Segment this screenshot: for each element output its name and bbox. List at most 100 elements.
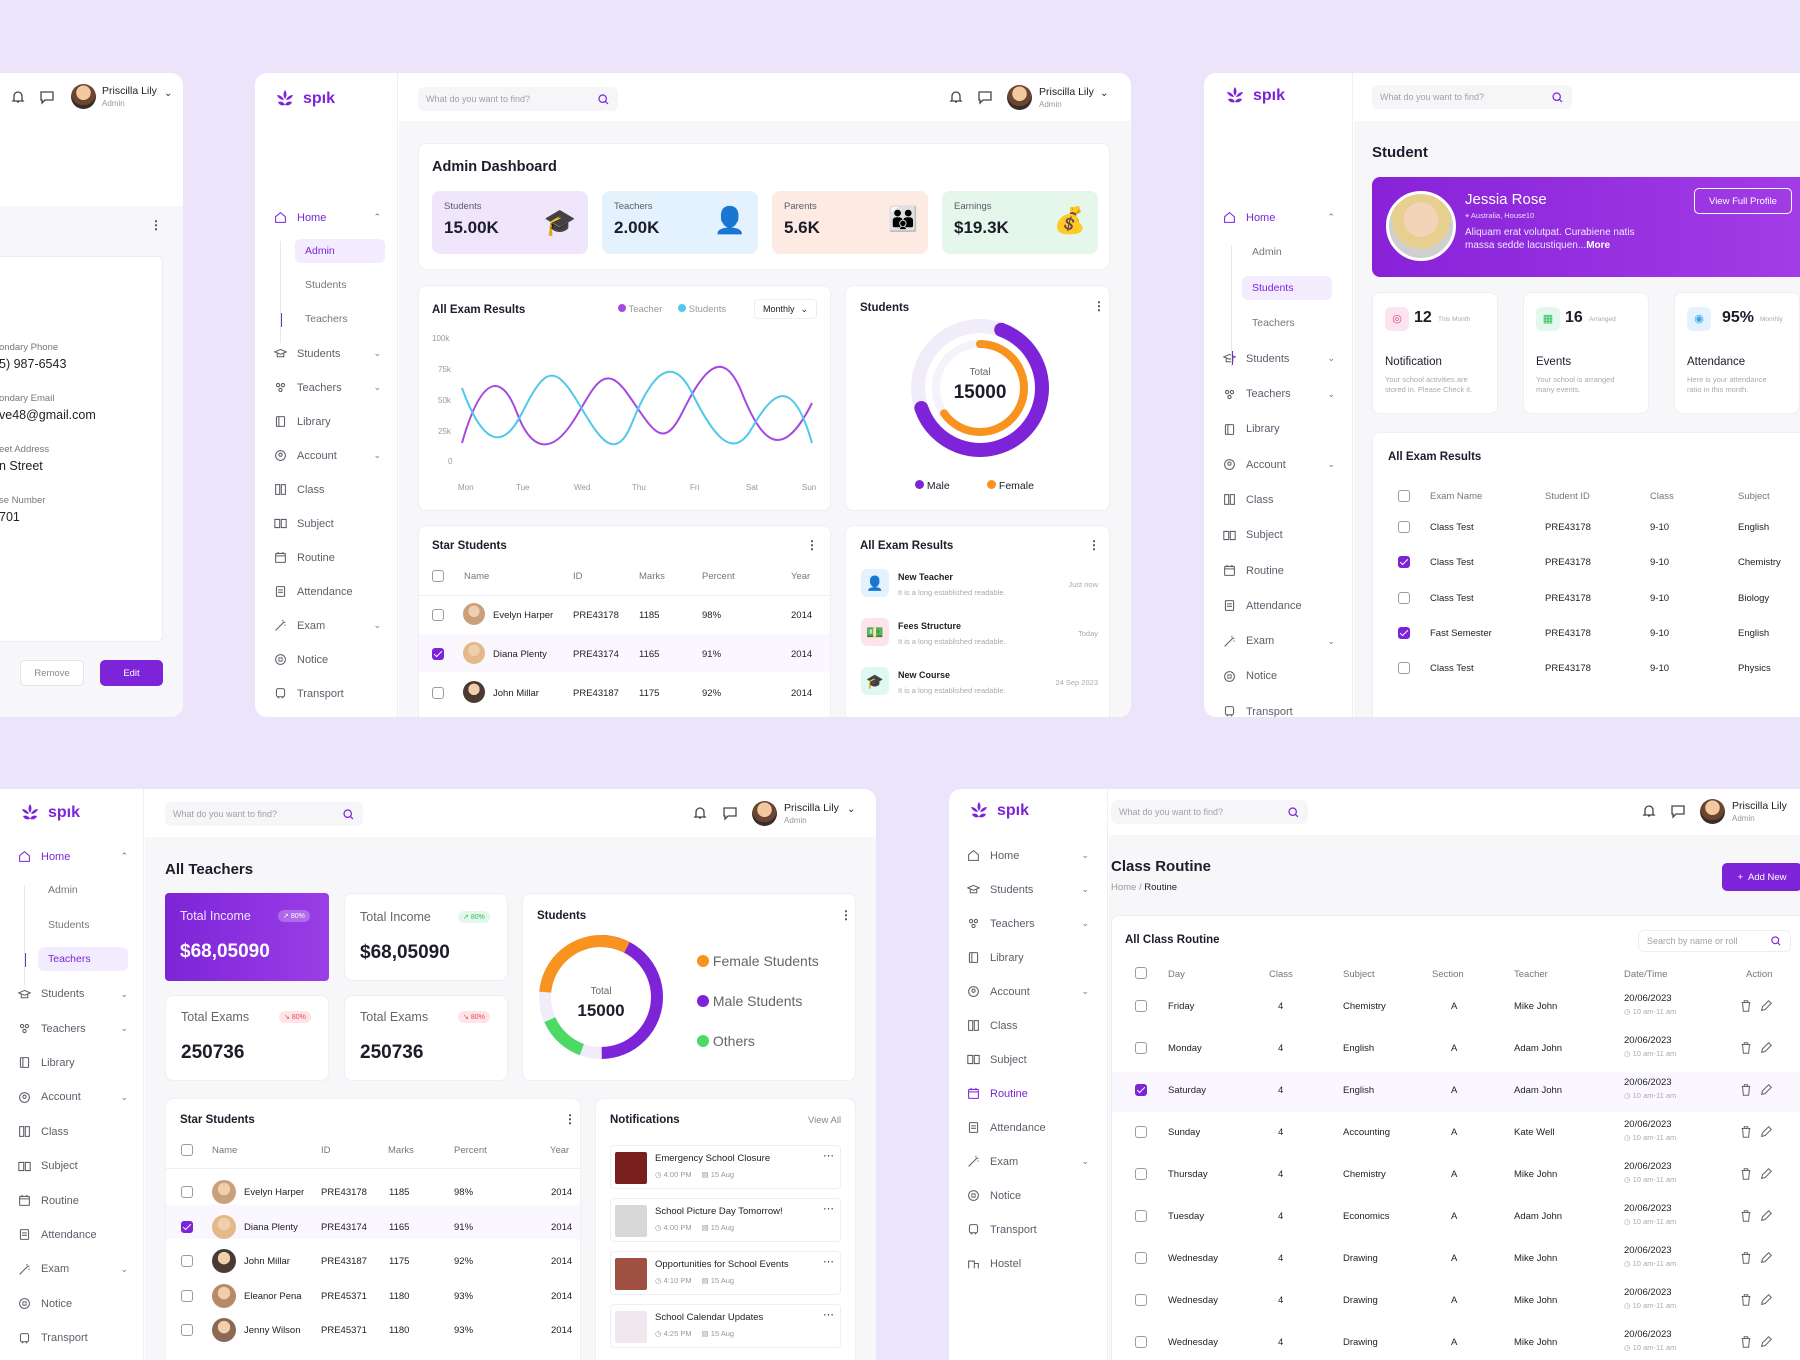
row-checkbox[interactable] bbox=[181, 1255, 193, 1267]
chevron-down-icon[interactable]: ⌄ bbox=[847, 804, 856, 815]
stat-students[interactable]: Students 15.00K 🎓 bbox=[432, 191, 588, 254]
sidebar-item-transport[interactable]: Transport bbox=[274, 687, 381, 700]
chevron-down-icon[interactable]: ⌄ bbox=[1100, 88, 1109, 99]
delete-icon[interactable] bbox=[1739, 1209, 1753, 1223]
more-options-icon[interactable]: ⋯ bbox=[823, 1256, 834, 1268]
sidebar-item-library[interactable]: Library bbox=[1223, 423, 1335, 436]
income-card[interactable]: Total Income ↗ 80% $68,05090 bbox=[344, 893, 508, 981]
sidebar-item-library[interactable]: Library bbox=[18, 1056, 128, 1069]
stat-earnings[interactable]: Earnings $19.3K 💰 bbox=[942, 191, 1098, 254]
sidebar-item-routine[interactable]: Routine bbox=[967, 1087, 1089, 1100]
bell-icon[interactable] bbox=[10, 89, 26, 105]
student-avatar[interactable] bbox=[212, 1214, 236, 1239]
sidebar-item-notice[interactable]: Notice bbox=[967, 1189, 1089, 1202]
sidebar-item-routine[interactable]: Routine bbox=[18, 1194, 128, 1207]
student-avatar[interactable] bbox=[212, 1318, 236, 1342]
search-icon[interactable] bbox=[597, 93, 610, 106]
view-all-link[interactable]: View All bbox=[808, 1115, 842, 1126]
sidebar-item-class[interactable]: Class bbox=[1223, 493, 1335, 506]
delete-icon[interactable] bbox=[1739, 999, 1753, 1013]
sidebar-item-exam[interactable]: Exam ⌄ bbox=[274, 619, 381, 632]
bell-icon[interactable] bbox=[1641, 803, 1657, 819]
edit-icon[interactable] bbox=[1759, 1083, 1773, 1097]
row-checkbox[interactable] bbox=[432, 687, 444, 699]
sidebar-item-exam[interactable]: Exam ⌄ bbox=[1223, 635, 1335, 648]
row-checkbox[interactable] bbox=[432, 609, 444, 621]
edit-icon[interactable] bbox=[1759, 1335, 1773, 1349]
add-new-button[interactable]: + Add New bbox=[1722, 863, 1800, 891]
row-checkbox[interactable] bbox=[1135, 1084, 1147, 1096]
income-card-primary[interactable]: Total Income ↗ 80% $68,05090 bbox=[165, 893, 329, 981]
student-avatar[interactable] bbox=[463, 642, 485, 664]
sidebar-subitem-teachers[interactable]: Teachers bbox=[305, 313, 348, 325]
sidebar-item-class[interactable]: Class bbox=[18, 1125, 128, 1138]
sidebar-item-teachers[interactable]: Teachers ⌄ bbox=[274, 381, 381, 394]
sidebar-item-attendance[interactable]: Attendance bbox=[274, 585, 381, 598]
notification-item[interactable]: Opportunities for School Events ◷ 4:10 PM… bbox=[610, 1251, 841, 1295]
search-icon[interactable] bbox=[1287, 806, 1300, 819]
search-icon[interactable] bbox=[1551, 91, 1564, 104]
sidebar-subitem-teachers[interactable]: Teachers bbox=[38, 947, 128, 972]
more-options-icon[interactable]: ⋮ bbox=[1088, 538, 1100, 552]
delete-icon[interactable] bbox=[1739, 1251, 1753, 1265]
sidebar-item-exam[interactable]: Exam ⌄ bbox=[18, 1263, 128, 1276]
sidebar-item-subject[interactable]: Subject bbox=[1223, 529, 1335, 542]
chat-icon[interactable] bbox=[1670, 803, 1686, 819]
stat-teachers[interactable]: Teachers 2.00K 👤 bbox=[602, 191, 758, 254]
row-checkbox[interactable] bbox=[1135, 1210, 1147, 1222]
student-avatar[interactable] bbox=[463, 681, 485, 703]
sidebar-item-notice[interactable]: Notice bbox=[274, 653, 381, 666]
row-checkbox[interactable] bbox=[1135, 1168, 1147, 1180]
bell-icon[interactable] bbox=[692, 805, 708, 821]
sidebar-item-library[interactable]: Library bbox=[967, 951, 1089, 964]
sidebar-item-teachers[interactable]: Teachers ⌄ bbox=[967, 917, 1089, 930]
period-select[interactable]: Monthly ⌄ bbox=[754, 299, 817, 319]
sidebar-item-notice[interactable]: Notice bbox=[18, 1297, 128, 1310]
bell-icon[interactable] bbox=[948, 89, 964, 105]
edit-icon[interactable] bbox=[1759, 1251, 1773, 1265]
sidebar-item-teachers[interactable]: Teachers ⌄ bbox=[1223, 388, 1335, 401]
row-checkbox[interactable] bbox=[1135, 1294, 1147, 1306]
more-options-icon[interactable]: ⋮ bbox=[150, 218, 162, 232]
delete-icon[interactable] bbox=[1739, 1293, 1753, 1307]
student-avatar[interactable] bbox=[212, 1283, 236, 1308]
sidebar-item-subject[interactable]: Subject bbox=[274, 517, 381, 530]
search-input[interactable]: What do you want to find? bbox=[1111, 800, 1308, 824]
row-checkbox[interactable] bbox=[181, 1220, 193, 1233]
exams-card[interactable]: Total Exams ↘ 80% 250736 bbox=[165, 995, 329, 1081]
delete-icon[interactable] bbox=[1739, 1041, 1753, 1055]
sidebar-item-students[interactable]: Students ⌄ bbox=[274, 347, 381, 360]
edit-icon[interactable] bbox=[1759, 1209, 1773, 1223]
sidebar-item-home[interactable]: Home ⌃ bbox=[18, 850, 128, 863]
more-options-icon[interactable]: ⋮ bbox=[806, 538, 818, 552]
sidebar-subitem-students[interactable]: Students bbox=[305, 279, 347, 291]
remove-button[interactable]: Remove bbox=[20, 660, 84, 686]
sidebar-item-students[interactable]: Students ⌄ bbox=[967, 883, 1089, 896]
notification-card[interactable]: ◎ 12 This Month Notification Your school… bbox=[1372, 292, 1498, 414]
search-icon[interactable] bbox=[342, 808, 355, 821]
sidebar-item-students[interactable]: Students ⌄ bbox=[18, 988, 128, 1001]
sidebar-item-attendance[interactable]: Attendance bbox=[18, 1228, 128, 1241]
row-checkbox[interactable] bbox=[1398, 591, 1410, 604]
more-options-icon[interactable]: ⋯ bbox=[823, 1203, 834, 1215]
edit-icon[interactable] bbox=[1759, 1125, 1773, 1139]
sidebar-item-home[interactable]: Home ⌃ bbox=[1223, 211, 1335, 224]
brand-logo[interactable]: spık bbox=[1223, 84, 1285, 108]
sidebar-item-hostel[interactable]: Hostel bbox=[967, 1257, 1089, 1270]
attendance-card[interactable]: ◉ 95% Monthly Attendance Here is your at… bbox=[1674, 292, 1800, 414]
sidebar-item-subject[interactable]: Subject bbox=[967, 1053, 1089, 1066]
notification-item[interactable]: Emergency School Closure ◷ 4:00 PM ▤ 15 Au… bbox=[610, 1145, 841, 1189]
sidebar-item-transport[interactable]: Transport bbox=[1223, 705, 1335, 717]
sidebar-item-account[interactable]: Account ⌄ bbox=[967, 985, 1089, 998]
events-card[interactable]: ▦ 16 Arranged Events Your school is arra… bbox=[1523, 292, 1649, 414]
delete-icon[interactable] bbox=[1739, 1125, 1753, 1139]
avatar[interactable] bbox=[752, 801, 777, 826]
edit-icon[interactable] bbox=[1759, 1041, 1773, 1055]
delete-icon[interactable] bbox=[1739, 1167, 1753, 1181]
row-checkbox[interactable] bbox=[1398, 556, 1410, 569]
sidebar-item-account[interactable]: Account ⌄ bbox=[18, 1091, 128, 1104]
sidebar-subitem-students[interactable]: Students bbox=[48, 918, 90, 931]
student-avatar[interactable] bbox=[212, 1180, 236, 1204]
stat-parents[interactable]: Parents 5.6K 👪 bbox=[772, 191, 928, 254]
row-checkbox[interactable] bbox=[1135, 1000, 1147, 1012]
